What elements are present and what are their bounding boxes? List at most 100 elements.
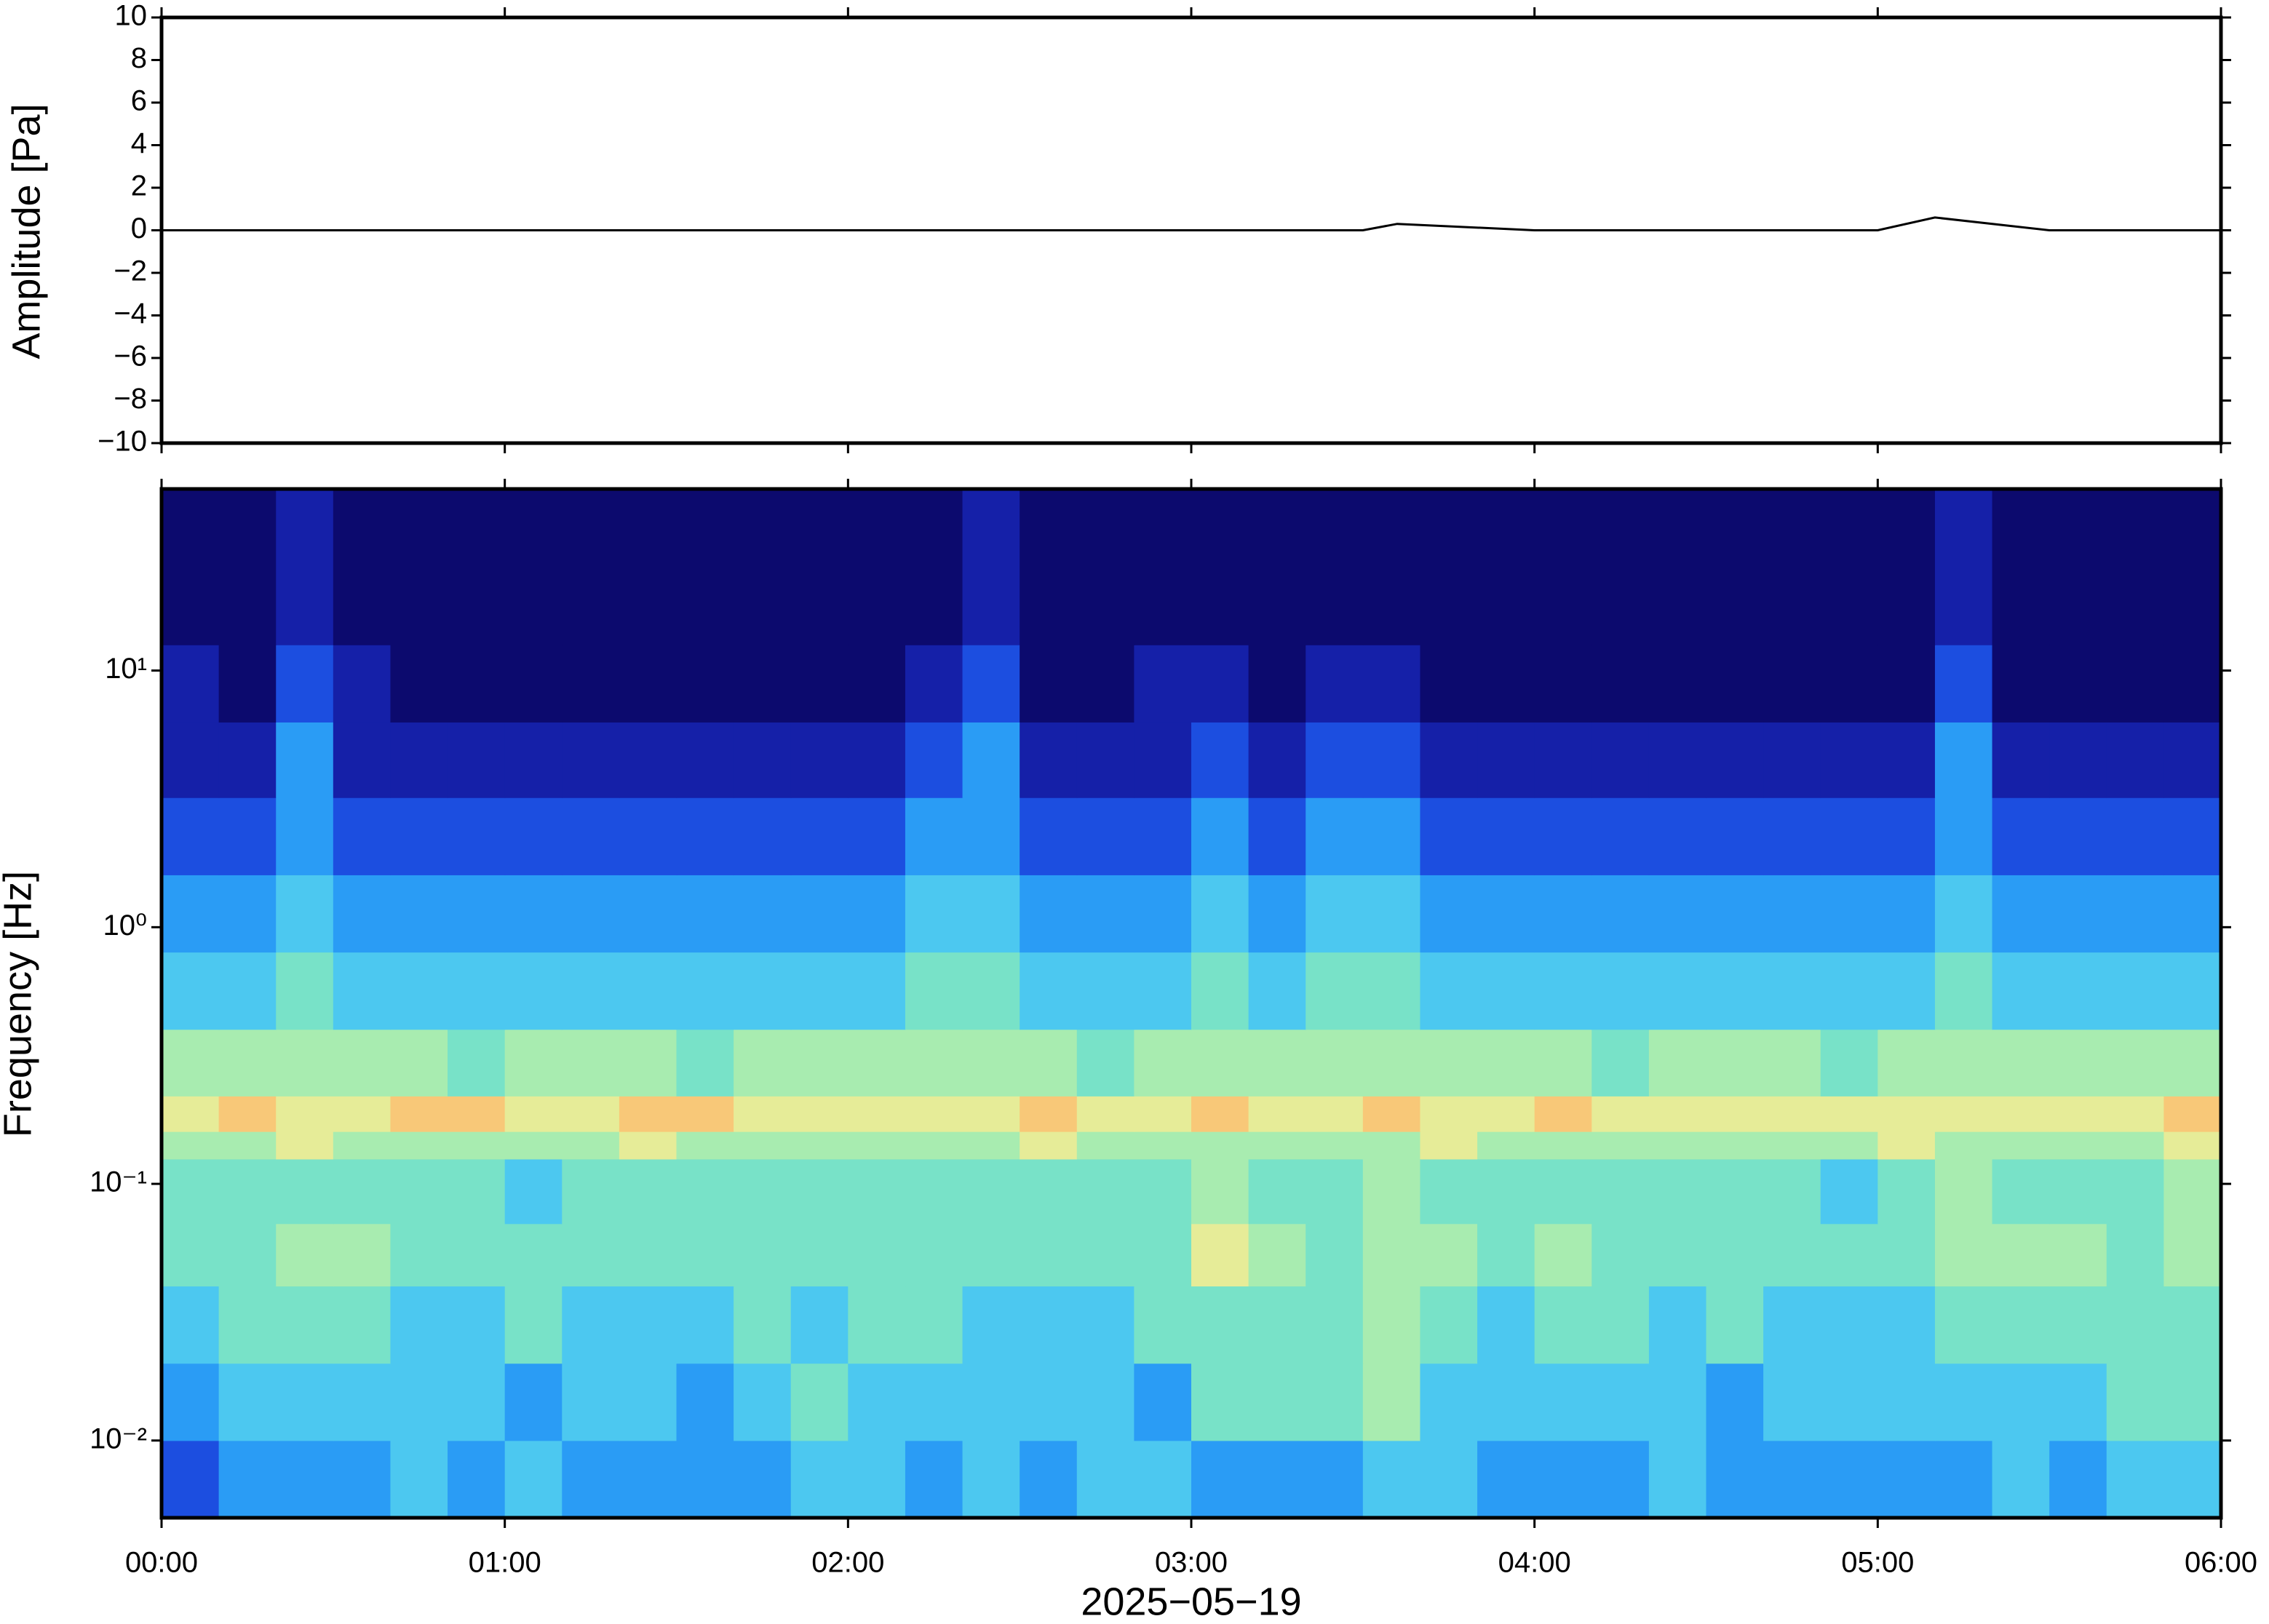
heatmap-cell [1992, 1096, 2050, 1132]
heatmap-cell [504, 1440, 563, 1518]
heatmap-cell [1134, 1286, 1192, 1364]
heatmap-cell [1020, 1363, 1078, 1441]
heatmap-cell [218, 952, 277, 1030]
heatmap-cell [962, 1029, 1020, 1096]
heatmap-cell [905, 722, 963, 798]
heatmap-cell [276, 1158, 334, 1225]
heatmap-cell [1020, 1131, 1078, 1160]
heatmap-cell [333, 875, 392, 953]
heatmap-cell [562, 1223, 620, 1287]
heatmap-cell [162, 1096, 220, 1132]
heatmap-cell [162, 1363, 220, 1441]
heatmap-cell [562, 1363, 620, 1441]
heatmap-cell [790, 875, 849, 953]
heatmap-cell [1477, 1029, 1535, 1096]
heatmap-cell [848, 1131, 906, 1160]
heatmap-cell [1877, 1440, 1936, 1518]
heatmap-cell [333, 1286, 392, 1364]
heatmap-cell [448, 722, 506, 798]
heatmap-cell [1362, 1096, 1421, 1132]
heatmap-cell [1648, 489, 1707, 645]
heatmap-cell [2106, 1363, 2164, 1441]
heatmap-cell [790, 1286, 849, 1364]
heatmap-cell [1992, 875, 2050, 953]
heatmap-cell [218, 1286, 277, 1364]
heatmap-cell [1420, 1096, 1478, 1132]
y-tick-label: −4 [114, 298, 147, 330]
heatmap-cell [2049, 1223, 2107, 1287]
heatmap-cell [2163, 489, 2222, 645]
heatmap-cell [1934, 1440, 1993, 1518]
heatmap-cell [676, 645, 734, 723]
x-tick-label: 02:00 [811, 1547, 884, 1579]
heatmap-cell [1534, 645, 1592, 723]
heatmap-cell [162, 1223, 220, 1287]
heatmap-cell [1191, 875, 1249, 953]
heatmap-cell [1477, 645, 1535, 723]
heatmap-cell [2163, 797, 2222, 875]
heatmap-cell [1362, 1286, 1421, 1364]
heatmap-cell [1477, 797, 1535, 875]
y-tick-label: 8 [131, 42, 147, 74]
heatmap-cell [790, 1029, 849, 1096]
heatmap-cell [1934, 645, 1993, 723]
heatmap-cell [1362, 875, 1421, 953]
y-tick-label: −6 [114, 341, 147, 373]
x-axis-label: 2025−05−19 [1081, 1580, 1301, 1623]
y-tick-label: 0 [131, 212, 147, 244]
heatmap-cell [504, 645, 563, 723]
heatmap-cell [905, 1158, 963, 1225]
heatmap-cell [1877, 489, 1936, 645]
heatmap-cell [1420, 722, 1478, 798]
heatmap-cell [1020, 1029, 1078, 1096]
heatmap-cell [1134, 952, 1192, 1030]
heatmap-cell [276, 1440, 334, 1518]
heatmap-cell [162, 1131, 220, 1160]
heatmap-cell [276, 1131, 334, 1160]
heatmap-cell [962, 797, 1020, 875]
heatmap-cell [1820, 1096, 1878, 1132]
heatmap-cell [448, 952, 506, 1030]
heatmap-cell [905, 489, 963, 645]
heatmap-cell [1534, 1223, 1592, 1287]
heatmap-cell [1648, 1440, 1707, 1518]
heatmap-cell [1362, 1440, 1421, 1518]
heatmap-cell [276, 797, 334, 875]
heatmap-cell [1248, 797, 1306, 875]
heatmap-cell [734, 1131, 792, 1160]
heatmap-cell [1306, 797, 1364, 875]
heatmap-cell [1534, 1363, 1592, 1441]
heatmap-cell [390, 1223, 448, 1287]
heatmap-cell [1648, 1223, 1707, 1287]
heatmap-cell [676, 797, 734, 875]
heatmap-cell [2106, 1029, 2164, 1096]
heatmap-cell [1076, 1029, 1134, 1096]
heatmap-cell [2106, 1131, 2164, 1160]
heatmap-cell [905, 797, 963, 875]
heatmap-cell [1191, 722, 1249, 798]
heatmap-cell [162, 1286, 220, 1364]
heatmap-cell [619, 875, 677, 953]
heatmap-cell [1134, 1096, 1192, 1132]
heatmap-cell [504, 1096, 563, 1132]
heatmap-cell [1763, 875, 1821, 953]
heatmap-cell [734, 1363, 792, 1441]
heatmap-cell [1992, 952, 2050, 1030]
heatmap-cell [619, 1440, 677, 1518]
y-tick-label: 10⁰ [103, 909, 147, 942]
heatmap-cell [2163, 1286, 2222, 1364]
heatmap-cell [1020, 1440, 1078, 1518]
heatmap-cell [734, 797, 792, 875]
heatmap-cell [2049, 1158, 2107, 1225]
heatmap-cell [676, 1440, 734, 1518]
heatmap-cell [734, 1223, 792, 1287]
heatmap-cell [1877, 1286, 1936, 1364]
heatmap-cell [1191, 1029, 1249, 1096]
heatmap-cell [1248, 1223, 1306, 1287]
y-tick-label: 10 [115, 0, 148, 32]
heatmap-cell [1820, 645, 1878, 723]
heatmap-cell [1306, 1363, 1364, 1441]
heatmap-cell [1420, 952, 1478, 1030]
heatmap-cell [1420, 1131, 1478, 1160]
heatmap-cell [790, 1096, 849, 1132]
